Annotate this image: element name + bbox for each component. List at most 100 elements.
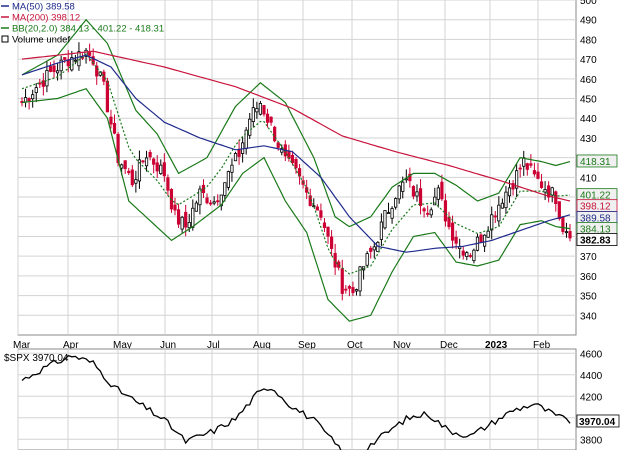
x-tick-label: Mar — [13, 340, 31, 351]
candle-body — [73, 59, 77, 62]
x-tick-label: Oct — [347, 340, 363, 351]
y-tick-label: 460 — [580, 75, 597, 86]
candle-body — [198, 188, 202, 206]
candle-body — [237, 148, 241, 157]
candle-body — [547, 185, 551, 198]
candle-body — [443, 200, 448, 222]
candle-body — [265, 113, 270, 123]
candle-body — [486, 230, 490, 238]
candle-body — [84, 49, 88, 57]
candle-body — [88, 52, 92, 56]
candle-body — [479, 234, 483, 243]
candle-body — [45, 69, 49, 87]
candle-body — [386, 212, 391, 214]
candle-body — [176, 209, 181, 225]
candle-body — [472, 249, 476, 262]
candle-body — [137, 159, 142, 182]
y-tick-label: 360 — [580, 272, 597, 283]
candle-body — [507, 187, 512, 197]
candle-body — [340, 268, 344, 294]
value-tag-box — [576, 154, 618, 168]
candle-body — [415, 191, 419, 197]
candle-body — [408, 173, 412, 182]
candle-body — [358, 266, 362, 292]
candle-body — [31, 94, 35, 100]
x-tick-label: Aug — [253, 340, 271, 351]
candle-body — [184, 211, 188, 228]
candle-body — [347, 286, 351, 289]
y-tick-label: 4600 — [580, 349, 603, 360]
candle-body — [351, 287, 355, 293]
candles — [20, 42, 572, 301]
candle-body — [48, 66, 53, 72]
candle-body — [465, 252, 469, 258]
value-tag-label: 398.12 — [580, 202, 611, 213]
candle-body — [468, 255, 472, 257]
y-tick-label: 470 — [580, 55, 597, 66]
y-tick-label: 410 — [580, 173, 597, 184]
candle-body — [418, 188, 423, 206]
x-tick-label: Jun — [160, 340, 176, 351]
candle-body — [276, 142, 280, 148]
candle-body — [561, 216, 565, 232]
candle-body — [166, 177, 170, 191]
candle-body — [326, 226, 330, 237]
candle-body — [394, 198, 398, 208]
spx-legend-label: $SPX 3970.04 — [4, 353, 69, 364]
candle-body — [233, 153, 238, 162]
candle-body — [290, 154, 295, 164]
y-tick-label: 370 — [580, 252, 597, 263]
ma200-line — [21, 50, 571, 202]
candle-body — [500, 202, 504, 209]
candle-body — [262, 105, 266, 115]
candle-body — [504, 191, 508, 209]
candle-body — [397, 185, 401, 200]
candle-body — [490, 214, 494, 231]
x-tick-label: Nov — [393, 340, 411, 351]
legend-label: MA(200) 398.12 — [12, 13, 80, 24]
candle-body — [426, 212, 430, 215]
candle-body — [77, 51, 81, 67]
value-tag-label: 382.83 — [580, 236, 611, 247]
candle-body — [191, 207, 195, 228]
candle-body — [365, 253, 369, 266]
candle-body — [41, 80, 45, 87]
candle-body — [226, 171, 230, 188]
y-tick-label: 430 — [580, 134, 597, 145]
y-tick-label: 4200 — [580, 392, 603, 403]
x-tick-label: Apr — [63, 340, 79, 351]
candle-body — [258, 103, 263, 115]
candle-body — [148, 152, 152, 158]
candle-body — [440, 181, 444, 200]
x-tick-label: Feb — [533, 340, 551, 351]
candle-body — [322, 222, 327, 229]
spx-plot-area — [17, 348, 577, 451]
candle-body — [152, 158, 156, 165]
candle-body — [70, 57, 74, 71]
candle-body — [294, 159, 298, 169]
candle-body — [497, 204, 501, 222]
candle-body — [155, 162, 159, 172]
bb-upper-line — [21, 18, 571, 228]
y-tick-label: 3800 — [580, 435, 603, 446]
candle-body — [162, 162, 166, 177]
candle-body — [344, 288, 348, 291]
candle-body — [116, 133, 120, 163]
candle-body — [123, 160, 127, 170]
spx-value-tag-box — [576, 414, 620, 428]
candle-body — [34, 87, 38, 93]
candle-body — [223, 182, 227, 196]
candle-body — [187, 222, 191, 229]
candle-body — [230, 164, 234, 173]
candle-body — [390, 208, 394, 219]
candle-body — [536, 171, 540, 179]
y-tick-label: 4400 — [580, 371, 603, 382]
candle-body — [105, 80, 110, 113]
candle-body — [255, 108, 259, 113]
candle-body — [63, 57, 67, 60]
value-tag-label: 418.31 — [580, 157, 611, 168]
candle-body — [454, 236, 458, 244]
candle-body — [511, 183, 515, 190]
